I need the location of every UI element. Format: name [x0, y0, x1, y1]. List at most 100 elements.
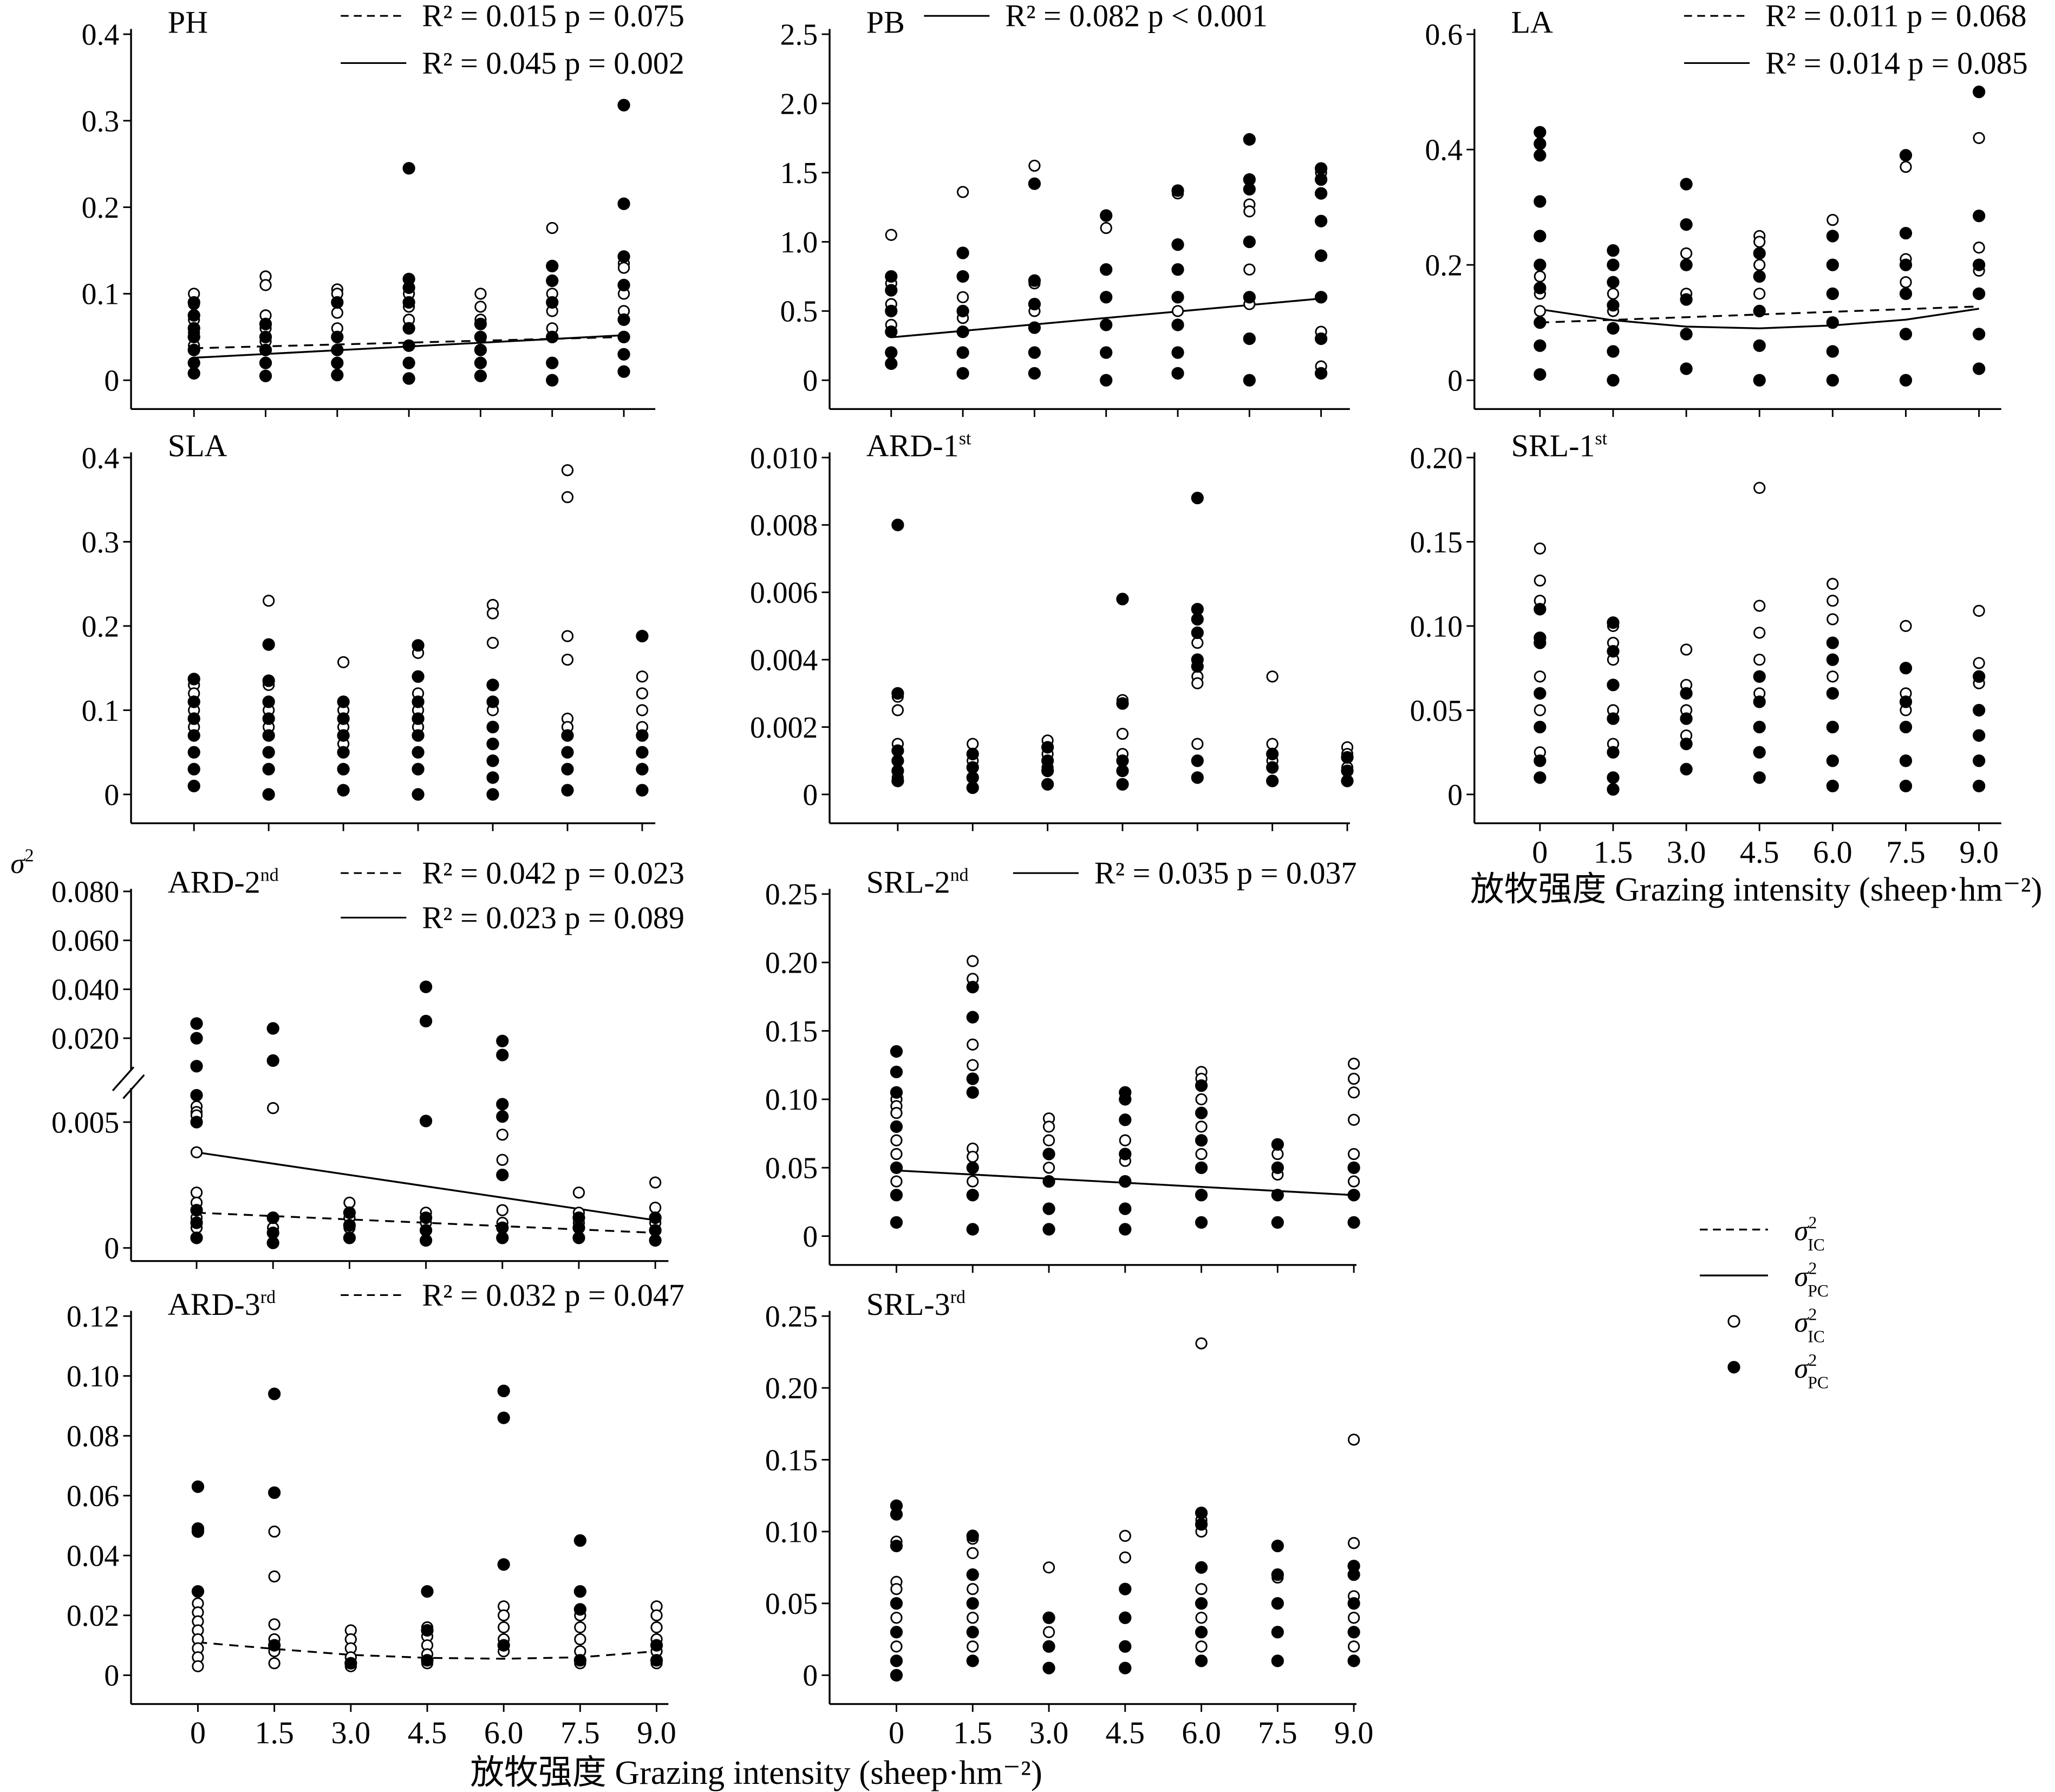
point-filled — [966, 1223, 979, 1236]
point-filled — [1899, 149, 1913, 162]
point-open — [1348, 1175, 1360, 1188]
point-filled — [266, 1236, 279, 1249]
y-tick-label: 0.20 — [1410, 441, 1463, 475]
y-tick-label: 0.5 — [780, 295, 818, 329]
point-open — [268, 1618, 280, 1631]
point-filled — [890, 1626, 903, 1639]
point-filled — [421, 1654, 434, 1667]
panel-title-sup: nd — [950, 865, 969, 885]
legend-label: σ2 IC — [1794, 1305, 1825, 1346]
point-filled — [1119, 1640, 1132, 1653]
point-open — [337, 656, 350, 668]
point-filled — [1171, 184, 1184, 197]
point-filled — [1607, 322, 1620, 335]
point-open — [1973, 657, 1985, 669]
y-tick-label: 0.008 — [750, 509, 818, 543]
point-filled — [890, 1669, 903, 1682]
point-filled — [1119, 1223, 1132, 1236]
point-filled — [496, 1110, 509, 1123]
point-open — [1826, 213, 1839, 226]
panel-title: SRL-1st — [1511, 428, 1608, 463]
point-filled — [966, 1189, 979, 1202]
point-filled — [1347, 1626, 1360, 1639]
point-filled — [1753, 247, 1766, 260]
point-filled — [402, 281, 415, 294]
point-filled — [268, 1486, 281, 1499]
point-filled — [572, 1231, 585, 1244]
point-filled — [1243, 332, 1256, 346]
point-filled — [187, 763, 200, 776]
point-filled — [486, 771, 499, 784]
point-open — [890, 1148, 903, 1161]
point-filled — [1243, 133, 1256, 146]
point-open — [1195, 1612, 1208, 1624]
point-filled — [474, 317, 487, 330]
point-open — [474, 288, 487, 300]
point-filled — [891, 687, 904, 700]
point-filled — [1534, 149, 1547, 162]
point-filled — [1753, 670, 1766, 683]
point-open — [1534, 542, 1546, 555]
point-filled — [1607, 244, 1620, 257]
y-tick-label: 0 — [1447, 364, 1463, 398]
point-filled — [617, 99, 630, 112]
point-filled — [1973, 258, 1986, 271]
point-filled — [259, 356, 272, 369]
point-filled — [546, 274, 559, 288]
legend-item-dashed-line: σ2 IC — [1700, 1213, 1825, 1254]
point-filled — [191, 1480, 205, 1493]
point-filled — [474, 330, 487, 343]
point-open — [190, 1146, 203, 1158]
point-filled — [1191, 491, 1204, 505]
point-open — [561, 653, 574, 666]
point-filled — [1607, 783, 1620, 796]
point-filled — [1195, 1216, 1208, 1229]
point-filled — [1119, 1175, 1132, 1188]
point-filled — [412, 729, 425, 742]
point-open — [890, 1107, 903, 1119]
point-open — [1028, 159, 1041, 172]
point-open — [263, 595, 275, 607]
point-filled — [496, 1098, 509, 1111]
stats-label: R² = 0.015 p = 0.075 — [422, 0, 684, 34]
point-filled — [1195, 1161, 1208, 1174]
point-filled — [1042, 1640, 1055, 1653]
point-filled — [1680, 687, 1693, 700]
point-filled — [1534, 258, 1547, 271]
point-filled — [1271, 1654, 1284, 1667]
point-filled — [966, 1529, 979, 1542]
point-filled — [262, 746, 275, 759]
panel-title-sup: rd — [260, 1287, 276, 1307]
point-filled — [190, 1216, 203, 1229]
point-filled — [412, 746, 425, 759]
point-open — [474, 301, 487, 313]
point-filled — [1534, 687, 1547, 700]
point-filled — [1042, 1223, 1055, 1236]
point-filled — [474, 343, 487, 356]
point-filled — [187, 695, 200, 708]
point-filled — [1347, 1568, 1360, 1581]
point-filled — [966, 1161, 979, 1174]
point-open — [1753, 599, 1766, 612]
point-filled — [885, 284, 898, 297]
point-filled — [1607, 258, 1620, 271]
point-filled — [1826, 230, 1839, 243]
point-filled — [1680, 293, 1693, 306]
point-filled — [1680, 712, 1693, 725]
point-filled — [1119, 1148, 1132, 1161]
point-open — [967, 1038, 979, 1051]
panel-pb: 0 0.5 1.0 1.5 2.0 2.5 PB R² = 0.082 p < 0.001 — [780, 0, 1350, 417]
x-tick-label: 0 — [190, 1715, 206, 1750]
point-filled — [966, 1072, 979, 1085]
y-tick-label: 0.15 — [765, 1444, 818, 1477]
point-filled — [190, 1116, 203, 1129]
point-filled — [573, 1585, 586, 1598]
point-open — [1753, 653, 1766, 666]
x-axis-label-bottom: 放牧强度 Grazing intensity (sheep·hm⁻²) — [470, 1754, 1042, 1791]
y-tick-label: 0.05 — [765, 1152, 818, 1185]
point-open — [967, 1583, 979, 1595]
point-filled — [262, 763, 275, 776]
legend-item-solid-line: σ2 PC — [1700, 1259, 1829, 1300]
point-filled — [419, 1234, 433, 1247]
legend-label: σ2 PC — [1794, 1351, 1829, 1392]
